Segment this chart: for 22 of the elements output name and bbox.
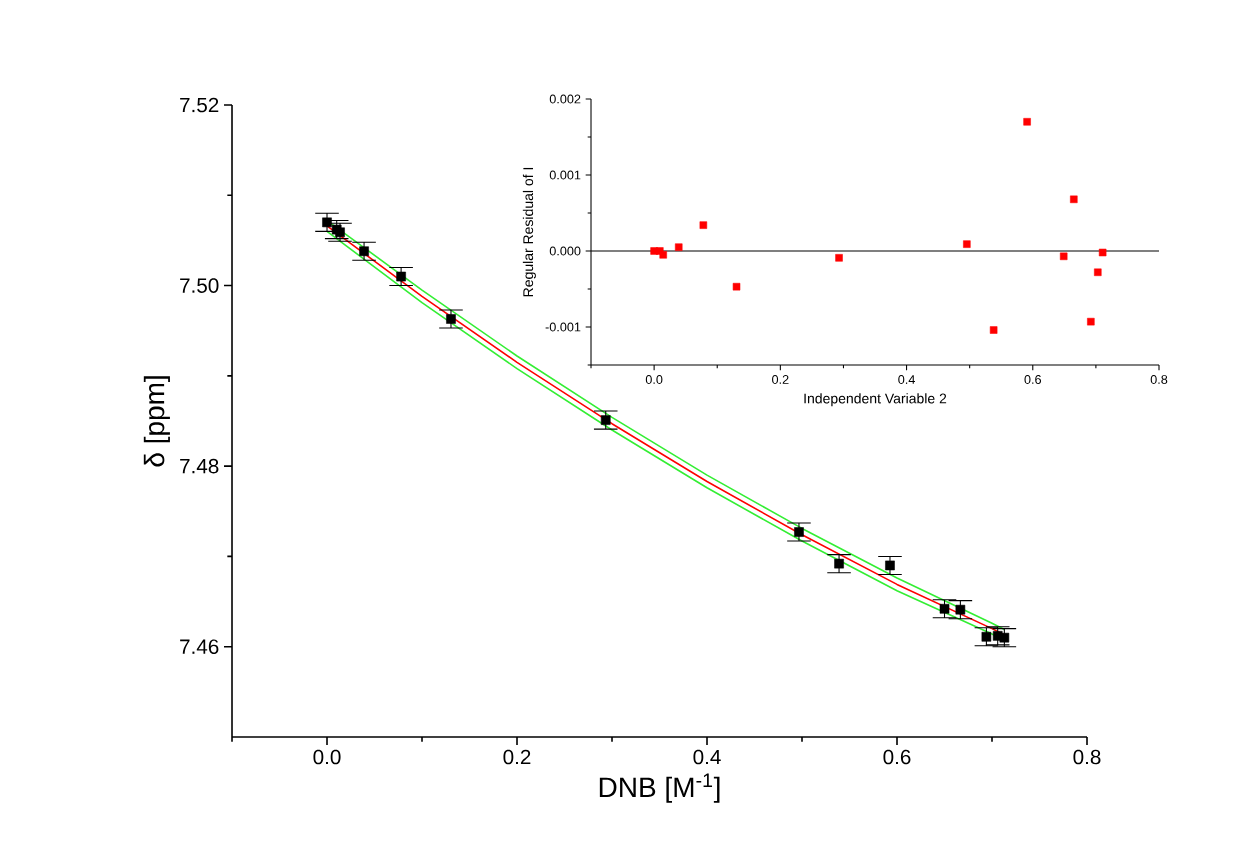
y-tick-label: 7.50 bbox=[180, 278, 219, 293]
x-axis-title: DNB [M$^{-1}$] bbox=[599, 773, 720, 803]
y-axis-title: Regular Residual of I bbox=[522, 167, 536, 297]
x-tick-label: 0.4 bbox=[898, 375, 915, 384]
x-tick-label: 0.8 bbox=[1073, 749, 1101, 765]
x-tick-label: 0.2 bbox=[503, 749, 531, 765]
x-tick-label: 0.4 bbox=[693, 749, 721, 765]
x-tick-label: 0.0 bbox=[645, 375, 663, 384]
y-tick-label: 7.52 bbox=[180, 97, 219, 113]
x-axis-title: Independent Variable 2 bbox=[804, 393, 947, 407]
x-tick-label: 0.0 bbox=[313, 749, 341, 765]
y-tick-label: 7.46 bbox=[180, 639, 219, 655]
x-tick-label: 0.6 bbox=[883, 749, 911, 765]
y-tick-label: 0.001 bbox=[549, 170, 581, 180]
x-tick-label: 0.8 bbox=[1150, 375, 1168, 384]
x-tick-label: 0.6 bbox=[1024, 375, 1042, 384]
y-tick-label: 7.48 bbox=[180, 458, 219, 474]
y-axis-title: δ [ppm] bbox=[143, 376, 170, 467]
y-tick-label: -0.001 bbox=[545, 322, 581, 332]
y-tick-label: 0.002 bbox=[549, 94, 581, 104]
y-tick-label: 0.000 bbox=[549, 246, 581, 256]
x-tick-label: 0.2 bbox=[772, 375, 789, 384]
